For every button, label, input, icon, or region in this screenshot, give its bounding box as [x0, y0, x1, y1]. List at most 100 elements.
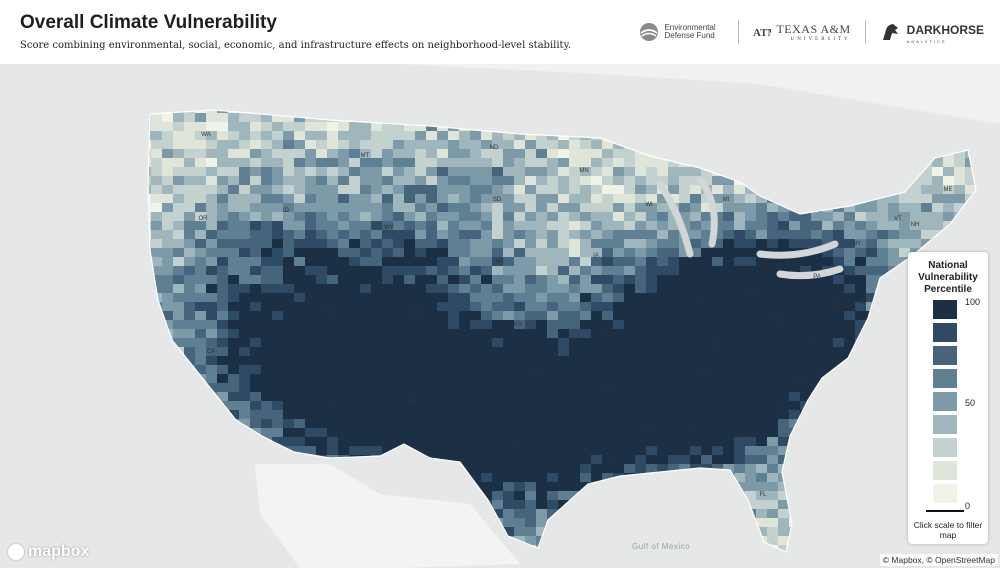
county-cell[interactable] — [701, 428, 712, 437]
county-cell[interactable] — [349, 266, 360, 275]
county-cell[interactable] — [404, 329, 415, 338]
county-cell[interactable] — [184, 320, 195, 329]
county-cell[interactable] — [734, 419, 745, 428]
county-cell[interactable] — [558, 401, 569, 410]
county-cell[interactable] — [536, 347, 547, 356]
county-cell[interactable] — [481, 455, 492, 464]
county-cell[interactable] — [481, 293, 492, 302]
county-cell[interactable] — [349, 284, 360, 293]
county-cell[interactable] — [580, 185, 591, 194]
county-cell[interactable] — [272, 203, 283, 212]
county-cell[interactable] — [184, 311, 195, 320]
county-cell[interactable] — [404, 185, 415, 194]
county-cell[interactable] — [206, 176, 217, 185]
county-cell[interactable] — [448, 140, 459, 149]
county-cell[interactable] — [316, 131, 327, 140]
county-cell[interactable] — [778, 437, 789, 446]
county-cell[interactable] — [954, 158, 965, 167]
county-cell[interactable] — [184, 212, 195, 221]
county-cell[interactable] — [327, 167, 338, 176]
county-cell[interactable] — [701, 302, 712, 311]
county-cell[interactable] — [250, 356, 261, 365]
county-cell[interactable] — [426, 437, 437, 446]
county-cell[interactable] — [514, 203, 525, 212]
county-cell[interactable] — [184, 113, 195, 122]
county-cell[interactable] — [547, 482, 558, 491]
county-cell[interactable] — [657, 455, 668, 464]
county-cell[interactable] — [272, 419, 283, 428]
county-cell[interactable] — [470, 176, 481, 185]
county-cell[interactable] — [360, 284, 371, 293]
county-cell[interactable] — [327, 293, 338, 302]
county-cell[interactable] — [745, 482, 756, 491]
county-cell[interactable] — [316, 383, 327, 392]
county-cell[interactable] — [690, 194, 701, 203]
county-cell[interactable] — [514, 239, 525, 248]
county-cell[interactable] — [855, 293, 866, 302]
county-cell[interactable] — [591, 248, 602, 257]
county-cell[interactable] — [250, 203, 261, 212]
county-cell[interactable] — [580, 194, 591, 203]
county-cell[interactable] — [305, 410, 316, 419]
county-cell[interactable] — [855, 203, 866, 212]
county-cell[interactable] — [448, 356, 459, 365]
county-cell[interactable] — [426, 428, 437, 437]
county-cell[interactable] — [448, 257, 459, 266]
county-cell[interactable] — [349, 320, 360, 329]
county-cell[interactable] — [602, 401, 613, 410]
county-cell[interactable] — [459, 374, 470, 383]
county-cell[interactable] — [624, 383, 635, 392]
county-cell[interactable] — [294, 338, 305, 347]
county-cell[interactable] — [800, 365, 811, 374]
county-cell[interactable] — [778, 401, 789, 410]
county-cell[interactable] — [360, 446, 371, 455]
county-cell[interactable] — [481, 266, 492, 275]
county-cell[interactable] — [327, 275, 338, 284]
county-cell[interactable] — [338, 410, 349, 419]
county-cell[interactable] — [514, 140, 525, 149]
county-cell[interactable] — [723, 392, 734, 401]
county-cell[interactable] — [162, 230, 173, 239]
county-cell[interactable] — [591, 365, 602, 374]
county-cell[interactable] — [569, 383, 580, 392]
county-cell[interactable] — [492, 455, 503, 464]
county-cell[interactable] — [327, 329, 338, 338]
county-cell[interactable] — [657, 410, 668, 419]
county-cell[interactable] — [591, 338, 602, 347]
county-cell[interactable] — [701, 338, 712, 347]
county-cell[interactable] — [349, 221, 360, 230]
county-cell[interactable] — [250, 176, 261, 185]
county-cell[interactable] — [602, 428, 613, 437]
county-cell[interactable] — [195, 329, 206, 338]
county-cell[interactable] — [580, 302, 591, 311]
county-cell[interactable] — [778, 482, 789, 491]
county-cell[interactable] — [844, 221, 855, 230]
county-cell[interactable] — [448, 131, 459, 140]
county-cell[interactable] — [624, 293, 635, 302]
county-cell[interactable] — [756, 338, 767, 347]
county-cell[interactable] — [646, 311, 657, 320]
county-cell[interactable] — [470, 338, 481, 347]
county-cell[interactable] — [602, 194, 613, 203]
county-cell[interactable] — [261, 248, 272, 257]
county-cell[interactable] — [943, 158, 954, 167]
county-cell[interactable] — [635, 383, 646, 392]
county-cell[interactable] — [734, 464, 745, 473]
county-cell[interactable] — [558, 275, 569, 284]
county-cell[interactable] — [767, 365, 778, 374]
county-cell[interactable] — [525, 239, 536, 248]
county-cell[interactable] — [558, 446, 569, 455]
county-cell[interactable] — [789, 401, 800, 410]
county-cell[interactable] — [338, 392, 349, 401]
county-cell[interactable] — [701, 419, 712, 428]
county-cell[interactable] — [459, 284, 470, 293]
county-cell[interactable] — [745, 347, 756, 356]
county-cell[interactable] — [690, 266, 701, 275]
county-cell[interactable] — [712, 356, 723, 365]
county-cell[interactable] — [877, 230, 888, 239]
county-cell[interactable] — [536, 410, 547, 419]
county-cell[interactable] — [404, 410, 415, 419]
county-cell[interactable] — [734, 185, 745, 194]
county-cell[interactable] — [305, 446, 316, 455]
county-cell[interactable] — [492, 203, 503, 212]
